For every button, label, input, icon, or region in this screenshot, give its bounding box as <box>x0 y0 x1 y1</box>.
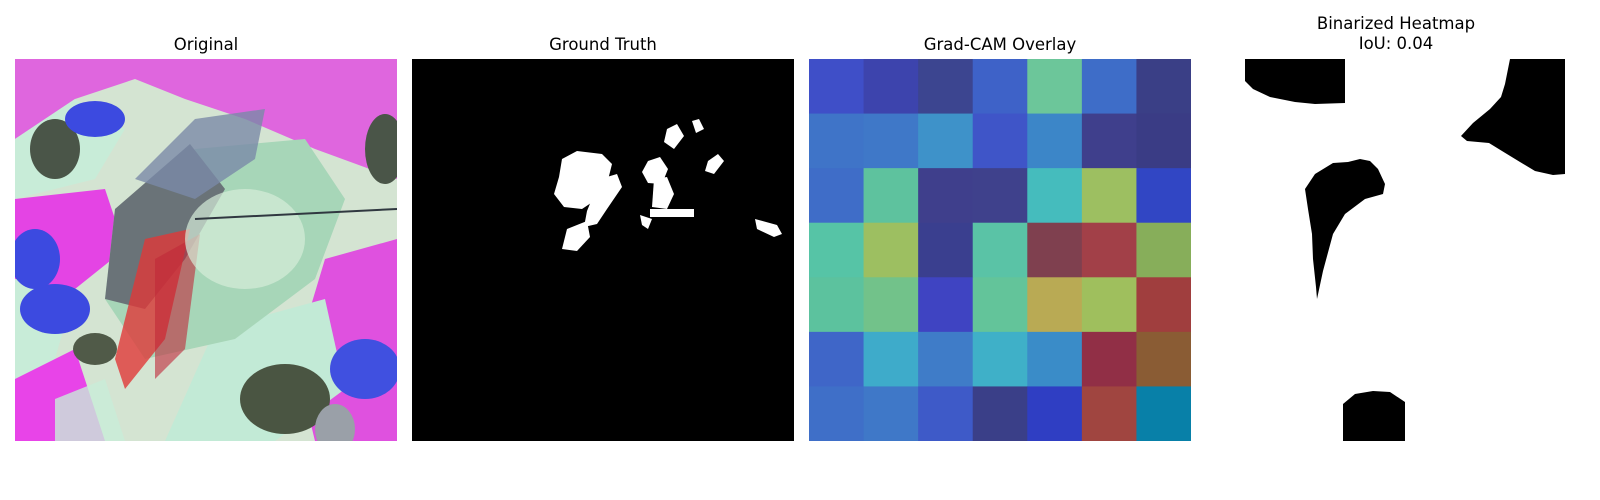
gradcam-cell-1-0 <box>809 113 865 169</box>
gradcam-cell-3-0 <box>809 222 865 278</box>
gradcam-cell-1-2 <box>918 113 974 169</box>
gradcam-cell-6-4 <box>1027 386 1083 441</box>
gradcam-cell-5-4 <box>1027 331 1083 387</box>
gradcam-cell-4-0 <box>809 277 865 333</box>
gradcam-cell-6-3 <box>972 386 1028 441</box>
binarized-title: Binarized Heatmap IoU: 0.04 <box>1205 14 1587 54</box>
gradcam-cell-6-1 <box>863 386 919 441</box>
gradcam-cell-1-3 <box>972 113 1028 169</box>
ground-truth-mask <box>412 59 794 441</box>
gradcam-cell-4-1 <box>863 277 919 333</box>
gradcam-cell-1-4 <box>1027 113 1083 169</box>
gradcam-cell-2-4 <box>1027 168 1083 224</box>
gradcam-cell-1-5 <box>1081 113 1137 169</box>
original-image-graphic <box>15 59 397 441</box>
gradcam-cell-5-6 <box>1136 331 1191 387</box>
gradcam-title: Grad-CAM Overlay <box>923 35 1077 54</box>
gradcam-cell-4-6 <box>1136 277 1191 333</box>
gradcam-cell-6-5 <box>1081 386 1137 441</box>
gradcam-cell-1-6 <box>1136 113 1191 169</box>
gradcam-cell-4-3 <box>972 277 1028 333</box>
gradcam-cell-5-1 <box>863 331 919 387</box>
gradcam-cell-5-3 <box>972 331 1028 387</box>
iou-label: IoU: 0.04 <box>1358 34 1434 53</box>
gradcam-cell-0-3 <box>972 59 1028 115</box>
gradcam-cell-3-2 <box>918 222 974 278</box>
gradcam-cell-0-5 <box>1081 59 1137 115</box>
gradcam-cell-4-5 <box>1081 277 1137 333</box>
gradcam-cell-0-4 <box>1027 59 1083 115</box>
gradcam-cell-0-2 <box>918 59 974 115</box>
gradcam-cell-3-5 <box>1081 222 1137 278</box>
gradcam-cell-4-2 <box>918 277 974 333</box>
gradcam-cell-2-0 <box>809 168 865 224</box>
gradcam-cell-2-6 <box>1136 168 1191 224</box>
original-image <box>15 59 397 441</box>
binarized-heatmap-graphic <box>1205 59 1587 441</box>
gradcam-cell-0-0 <box>809 59 865 115</box>
original-title: Original <box>173 35 239 54</box>
gradcam-cell-3-4 <box>1027 222 1083 278</box>
gradcam-overlay-graphic <box>809 59 1191 441</box>
gradcam-cell-0-1 <box>863 59 919 115</box>
gradcam-cell-6-0 <box>809 386 865 441</box>
gradcam-cell-3-1 <box>863 222 919 278</box>
gradcam-cell-6-6 <box>1136 386 1191 441</box>
gradcam-cell-6-2 <box>918 386 974 441</box>
binarized-title-line1: Binarized Heatmap <box>1316 14 1476 33</box>
gradcam-cell-0-6 <box>1136 59 1191 115</box>
gradcam-cell-5-5 <box>1081 331 1137 387</box>
ground-truth-mask-graphic <box>412 59 794 441</box>
gradcam-cell-5-0 <box>809 331 865 387</box>
gradcam-cell-5-2 <box>918 331 974 387</box>
gradcam-cell-1-1 <box>863 113 919 169</box>
gradcam-cell-2-3 <box>972 168 1028 224</box>
gradcam-overlay <box>809 59 1191 441</box>
ground-truth-title: Ground Truth <box>549 35 657 54</box>
gradcam-cell-2-5 <box>1081 168 1137 224</box>
gradcam-cell-3-6 <box>1136 222 1191 278</box>
gradcam-cell-4-4 <box>1027 277 1083 333</box>
gradcam-cell-2-2 <box>918 168 974 224</box>
gradcam-cell-2-1 <box>863 168 919 224</box>
gradcam-cell-3-3 <box>972 222 1028 278</box>
binarized-heatmap <box>1205 59 1587 441</box>
